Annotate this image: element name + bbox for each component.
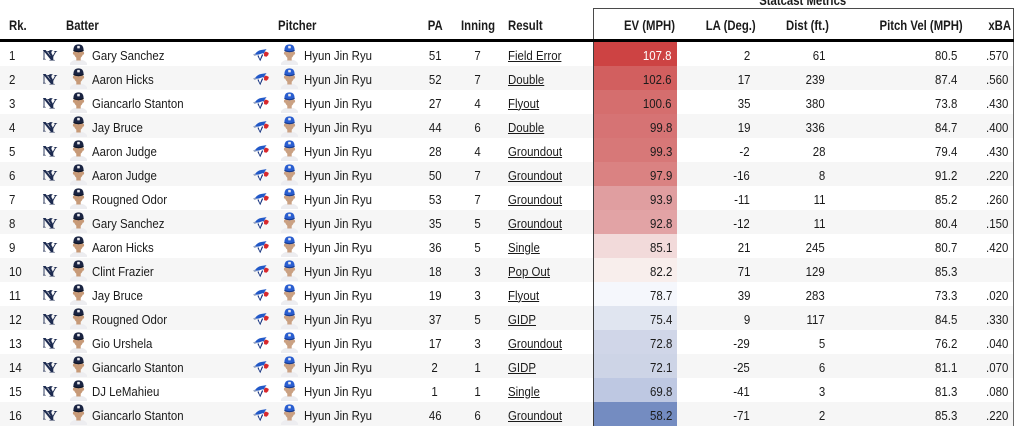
svg-text:N: N	[43, 167, 53, 183]
svg-text:N: N	[43, 47, 53, 63]
svg-text:N: N	[43, 143, 53, 159]
svg-text:N: N	[43, 71, 53, 87]
svg-text:N: N	[43, 335, 53, 351]
svg-text:N: N	[43, 119, 53, 135]
svg-text:Y: Y	[46, 72, 57, 87]
svg-text:Y: Y	[46, 336, 57, 351]
svg-text:N: N	[43, 287, 53, 303]
svg-text:Y: Y	[46, 264, 57, 279]
svg-text:N: N	[43, 239, 53, 255]
svg-text:N: N	[43, 359, 53, 375]
svg-text:N: N	[43, 407, 53, 423]
svg-text:Y: Y	[46, 96, 57, 111]
svg-text:Y: Y	[46, 144, 57, 159]
svg-text:N: N	[43, 215, 53, 231]
svg-text:N: N	[43, 383, 53, 399]
svg-text:Y: Y	[46, 216, 57, 231]
svg-text:N: N	[43, 311, 53, 327]
svg-text:Y: Y	[46, 168, 57, 183]
svg-text:Y: Y	[46, 192, 57, 207]
svg-text:N: N	[43, 263, 53, 279]
svg-text:Y: Y	[46, 120, 57, 135]
svg-text:Y: Y	[46, 384, 57, 399]
svg-text:Y: Y	[46, 240, 57, 255]
svg-text:Y: Y	[46, 312, 57, 327]
svg-text:Y: Y	[46, 408, 57, 423]
svg-text:Y: Y	[46, 360, 57, 375]
svg-text:Y: Y	[46, 288, 57, 303]
svg-text:N: N	[43, 191, 53, 207]
svg-text:N: N	[43, 95, 53, 111]
svg-text:Y: Y	[46, 48, 57, 63]
